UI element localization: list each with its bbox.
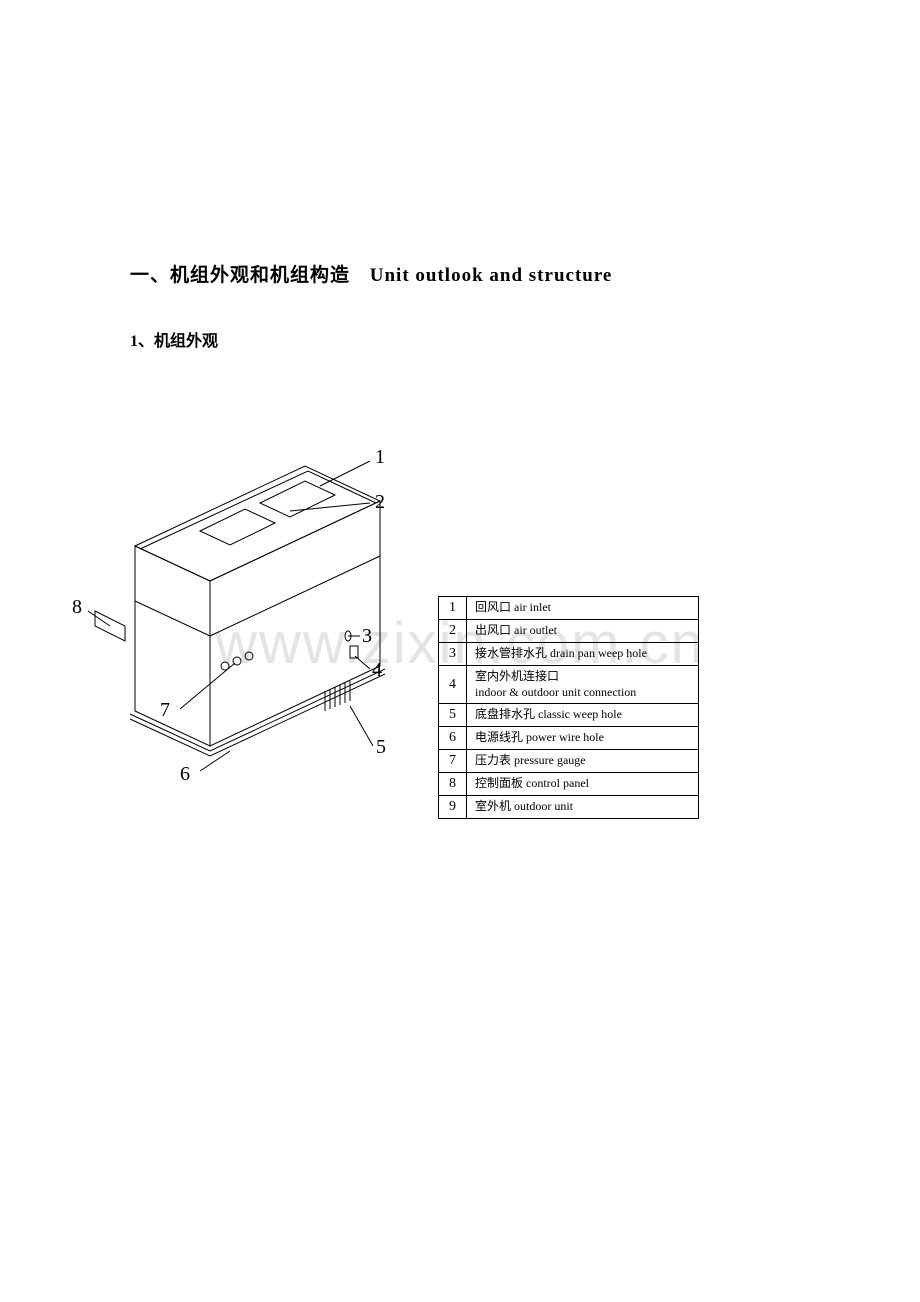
legend-desc: 室外机 outdoor unit (467, 796, 699, 819)
table-row: 5底盘排水孔 classic weep hole (439, 704, 699, 727)
callout-4: 4 (372, 659, 382, 682)
legend-table: 1回风口 air inlet2出风口 air outlet3接水管排水孔 dra… (438, 596, 699, 819)
legend-desc: 底盘排水孔 classic weep hole (467, 704, 699, 727)
table-row: 2出风口 air outlet (439, 620, 699, 643)
callout-6: 6 (180, 763, 190, 786)
callout-7: 7 (160, 699, 170, 722)
unit-diagram: 1 2 3 4 5 6 7 8 (70, 431, 470, 831)
callout-1: 1 (375, 446, 385, 469)
legend-num: 4 (439, 666, 467, 704)
legend-desc: 压力表 pressure gauge (467, 750, 699, 773)
isometric-unit-svg (70, 431, 470, 831)
table-row: 9室外机 outdoor unit (439, 796, 699, 819)
legend-num: 2 (439, 620, 467, 643)
legend-num: 5 (439, 704, 467, 727)
heading-zh: 一、机组外观和机组构造 (130, 265, 350, 286)
legend-num: 7 (439, 750, 467, 773)
legend-num: 6 (439, 727, 467, 750)
legend-desc: 接水管排水孔 drain pan weep hole (467, 643, 699, 666)
legend-desc: 出风口 air outlet (467, 620, 699, 643)
legend-desc: 回风口 air inlet (467, 597, 699, 620)
heading-en: Unit outlook and structure (370, 265, 613, 286)
content-row: 1 2 3 4 5 6 7 8 1回风口 air inlet2出风口 air o… (130, 471, 790, 891)
table-row: 6电源线孔 power wire hole (439, 727, 699, 750)
sub-heading: 1、机组外观 (130, 327, 790, 351)
callout-5: 5 (376, 736, 386, 759)
legend-num: 8 (439, 773, 467, 796)
page-content: 一、机组外观和机组构造 Unit outlook and structure 1… (0, 0, 920, 891)
table-row: 4室内外机连接口indoor & outdoor unit connection (439, 666, 699, 704)
legend-tbody: 1回风口 air inlet2出风口 air outlet3接水管排水孔 dra… (439, 597, 699, 819)
callout-2: 2 (375, 491, 385, 514)
table-row: 1回风口 air inlet (439, 597, 699, 620)
legend-num: 1 (439, 597, 467, 620)
table-row: 3接水管排水孔 drain pan weep hole (439, 643, 699, 666)
legend-desc: 控制面板 control panel (467, 773, 699, 796)
legend-num: 9 (439, 796, 467, 819)
callout-3: 3 (362, 625, 372, 648)
legend-num: 3 (439, 643, 467, 666)
callout-8: 8 (72, 596, 82, 619)
table-row: 7压力表 pressure gauge (439, 750, 699, 773)
legend-desc: 室内外机连接口indoor & outdoor unit connection (467, 666, 699, 704)
section-heading: 一、机组外观和机组构造 Unit outlook and structure (130, 260, 790, 287)
table-row: 8控制面板 control panel (439, 773, 699, 796)
legend-desc: 电源线孔 power wire hole (467, 727, 699, 750)
